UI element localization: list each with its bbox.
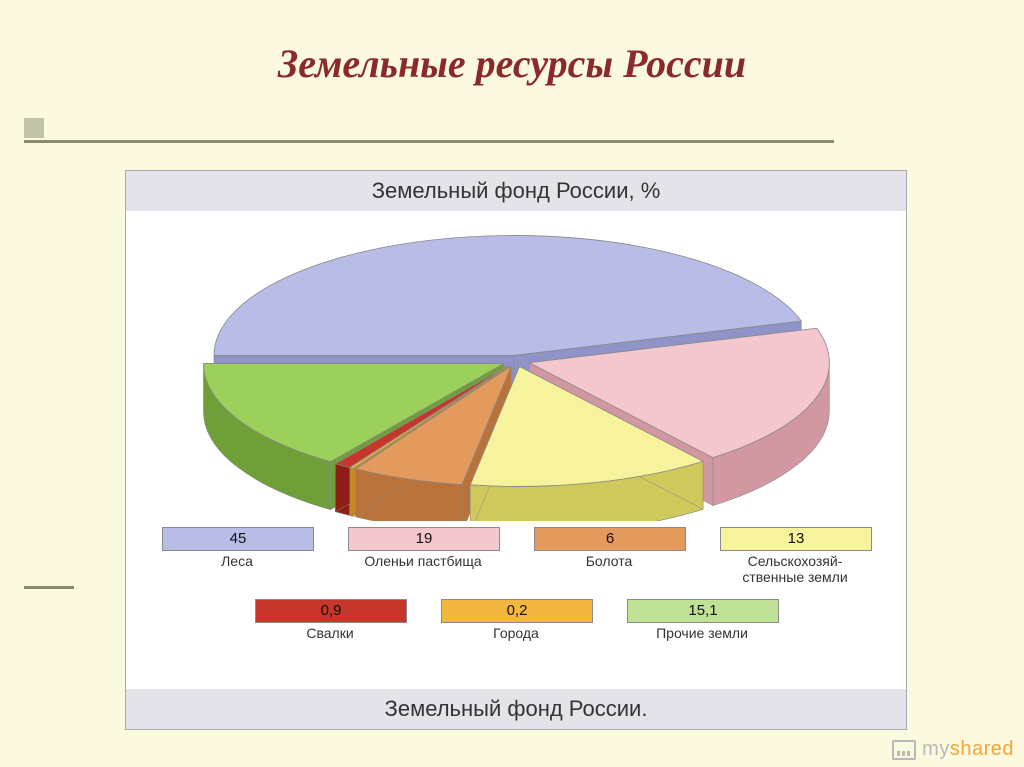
slide-title: Земельные ресурсы России [0, 40, 1024, 87]
pie-svg [126, 211, 908, 521]
legend-swatch: 15,1 [627, 599, 779, 623]
legend: 45 Леса 19 Оленьи пастбища 6 Болота 13Сельскох… [126, 521, 906, 641]
legend-item: 45 Леса [162, 527, 312, 585]
chart-icon [892, 740, 916, 760]
legend-label: Города [441, 625, 591, 641]
legend-label: Свалки [255, 625, 405, 641]
legend-swatch: 45 [162, 527, 314, 551]
accent-square [24, 118, 44, 138]
legend-swatch: 13 [720, 527, 872, 551]
legend-label: Сельскохозяй- ственные земли [720, 553, 870, 585]
legend-item: 0,9 Свалки [255, 599, 405, 641]
legend-swatch: 19 [348, 527, 500, 551]
legend-swatch: 0,9 [255, 599, 407, 623]
legend-swatch: 0,2 [441, 599, 593, 623]
legend-item: 15,1 Прочие земли [627, 599, 777, 641]
legend-label: Болота [534, 553, 684, 569]
chart-card: Земельный фонд России, % 45 Леса 19 Оленьи … [125, 170, 907, 730]
legend-row: 0,9 Свалки 0,2 Города 15,1 Прочие земли [130, 599, 902, 641]
legend-label: Оленьи пастбища [348, 553, 498, 569]
watermark-suffix: shared [950, 738, 1014, 760]
legend-swatch: 6 [534, 527, 686, 551]
pie-chart [126, 211, 906, 521]
card-footer: Земельный фонд России. [126, 689, 906, 729]
accent-bar-2 [24, 586, 74, 589]
legend-item: 6 Болота [534, 527, 684, 585]
legend-item: 0,2 Города [441, 599, 591, 641]
watermark-prefix: my [922, 738, 950, 760]
slide: Земельные ресурсы России Земельный фонд … [0, 0, 1024, 767]
legend-item: 19 Оленьи пастбища [348, 527, 498, 585]
watermark: myshared [892, 738, 1014, 761]
legend-label: Леса [162, 553, 312, 569]
legend-item: 13Сельскохозяй- ственные земли [720, 527, 870, 585]
card-header: Земельный фонд России, % [126, 171, 906, 211]
accent-bar-1 [24, 140, 834, 143]
legend-row: 45 Леса 19 Оленьи пастбища 6 Болота 13Сельскох… [130, 527, 902, 585]
legend-label: Прочие земли [627, 625, 777, 641]
